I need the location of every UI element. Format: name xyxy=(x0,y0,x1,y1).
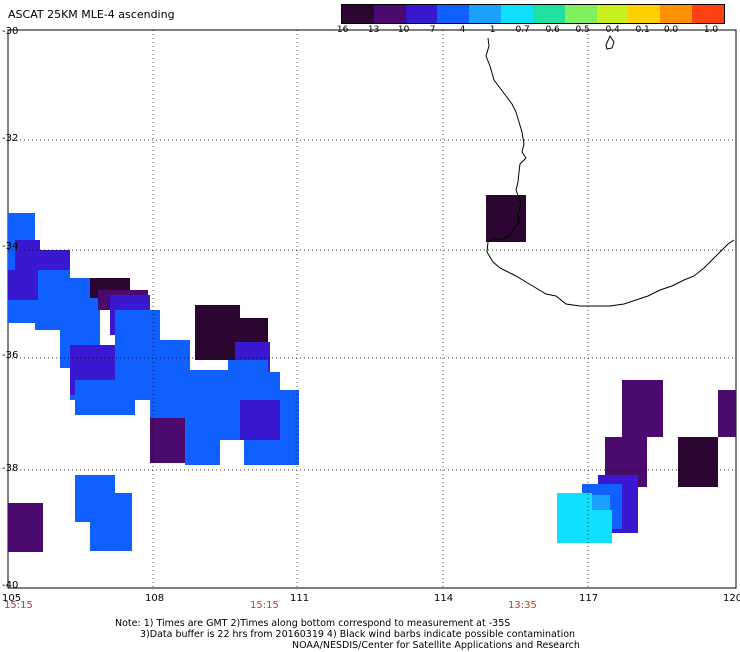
colorbar-segment xyxy=(660,5,693,23)
wind-cell xyxy=(75,380,135,415)
longitude-label: 111 xyxy=(290,593,309,604)
longitude-label: 108 xyxy=(145,593,164,604)
pass-time-label: 15:15 xyxy=(250,600,279,611)
longitude-label: 117 xyxy=(579,593,598,604)
latitude-label: -32 xyxy=(2,133,18,144)
latitude-label: -38 xyxy=(2,463,18,474)
latitude-label: -40 xyxy=(2,580,18,591)
wind-cell xyxy=(240,400,280,440)
colorbar-segment xyxy=(469,5,502,23)
colorbar-segment xyxy=(342,5,374,23)
wind-cell xyxy=(90,493,132,551)
colorbar-segment xyxy=(405,5,438,23)
wind-cell xyxy=(185,420,220,465)
colorbar-segment xyxy=(596,5,629,23)
wind-cell xyxy=(572,510,612,543)
note-line-3: NOAA/NESDIS/Center for Satellite Applica… xyxy=(292,640,580,651)
colorbar-segment xyxy=(373,5,406,23)
latitude-label: -36 xyxy=(2,350,18,361)
colorbar-segment xyxy=(437,5,470,23)
note-line-2: 3)Data buffer is 22 hrs from 20160319 4)… xyxy=(140,629,576,640)
wind-cell xyxy=(8,503,43,552)
coastline-island xyxy=(605,34,615,50)
coastline xyxy=(485,37,735,307)
wind-cell xyxy=(678,437,718,487)
wind-cell xyxy=(35,250,70,270)
colorbar-segment xyxy=(501,5,533,23)
latitude-label: -34 xyxy=(2,241,18,252)
longitude-labels: 105 108 111 114 117 120 15:15 15:15 13:35 xyxy=(2,593,740,611)
pass-time-label: 13:35 xyxy=(508,600,537,611)
colorbar-segment xyxy=(532,5,565,23)
note-line-1: Note: 1) Times are GMT 2)Times along bot… xyxy=(115,618,511,629)
wind-cell xyxy=(8,270,38,300)
latitude-labels: -30 -32 -34 -36 -38 -40 xyxy=(2,26,18,591)
wind-cell xyxy=(8,213,35,233)
map-title: ASCAT 25KM MLE-4 ascending xyxy=(8,8,175,21)
colorbar-segment xyxy=(628,5,661,23)
wind-cell xyxy=(486,195,526,242)
wind-cells xyxy=(8,195,736,552)
longitude-label: 120 xyxy=(723,593,740,604)
latitude-label: -30 xyxy=(2,26,18,37)
longitude-label: 105 xyxy=(2,593,21,604)
wind-cell xyxy=(718,390,736,437)
colorbar xyxy=(341,4,725,24)
wind-cell xyxy=(622,380,663,437)
longitude-label: 114 xyxy=(434,593,453,604)
grid-lines xyxy=(8,30,736,588)
pass-time-label: 15:15 xyxy=(4,600,33,611)
wind-cell xyxy=(150,418,185,463)
colorbar-segment xyxy=(692,5,724,23)
colorbar-segment xyxy=(564,5,597,23)
